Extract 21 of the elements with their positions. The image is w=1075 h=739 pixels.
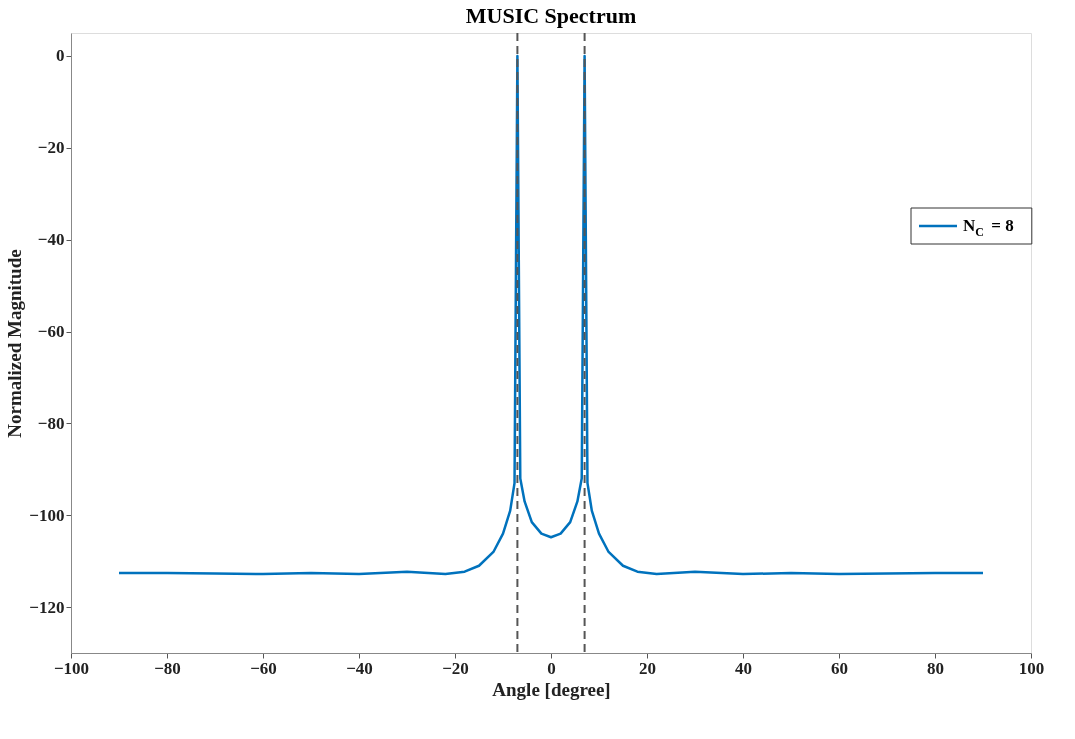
x-tick-label: 80 bbox=[927, 658, 944, 678]
y-tick-label: −100 bbox=[29, 505, 65, 525]
x-tick-label: 60 bbox=[831, 658, 848, 678]
y-tick-label: −60 bbox=[37, 322, 65, 342]
x-tick-label: −20 bbox=[442, 658, 469, 678]
x-tick-label: −100 bbox=[53, 658, 90, 678]
x-tick-label: 40 bbox=[735, 658, 752, 678]
x-tick-label: 0 bbox=[547, 658, 556, 678]
x-tick-label: −40 bbox=[346, 658, 373, 678]
chart-title: MUSIC Spectrum bbox=[465, 3, 637, 28]
y-tick-label: −120 bbox=[29, 597, 65, 617]
x-tick-label: −60 bbox=[250, 658, 277, 678]
x-tick-label: 20 bbox=[639, 658, 656, 678]
x-tick-label: 100 bbox=[1018, 658, 1045, 678]
y-tick-label: −40 bbox=[37, 230, 65, 250]
y-axis-title: Normalized Magnitude bbox=[4, 249, 26, 438]
x-tick-label: −80 bbox=[154, 658, 181, 678]
y-tick-label: −20 bbox=[37, 138, 65, 158]
y-tick-label: 0 bbox=[56, 46, 65, 66]
y-tick-label: −80 bbox=[37, 413, 65, 433]
x-axis-title: Angle [degree] bbox=[492, 678, 611, 700]
